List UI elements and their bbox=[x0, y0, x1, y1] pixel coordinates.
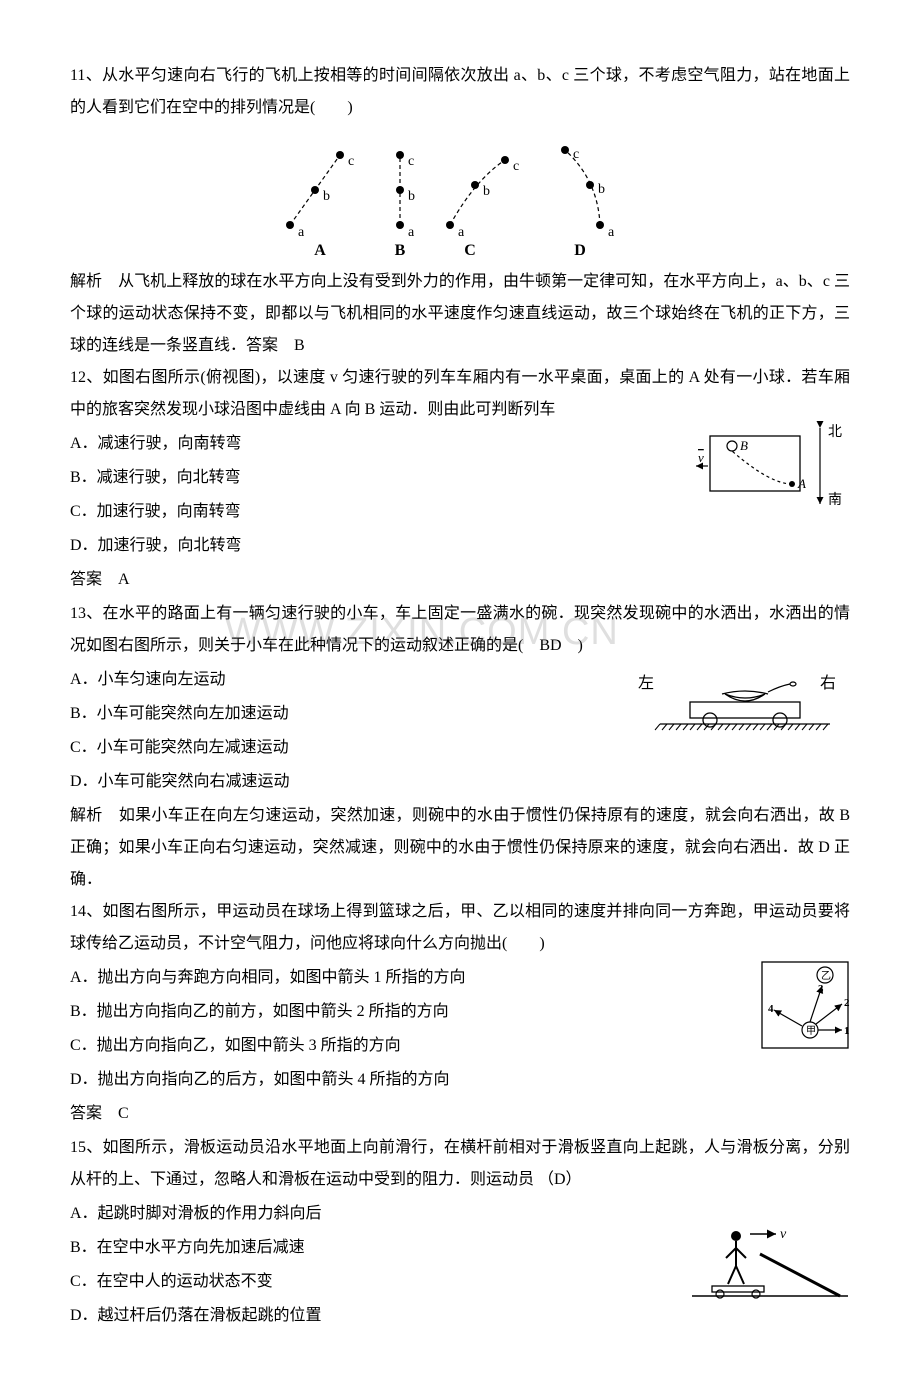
svg-text:B: B bbox=[395, 242, 406, 259]
svg-text:a: a bbox=[458, 225, 465, 240]
q11-explain: 解析 从飞机上释放的球在水平方向上没有受到外力的作用，由牛顿第一定律可知，在水平… bbox=[70, 266, 850, 362]
q12-optD: D．加速行驶，向北转弯 bbox=[70, 530, 850, 562]
svg-text:左: 左 bbox=[638, 674, 654, 692]
svg-text:v: v bbox=[698, 450, 704, 465]
svg-text:a: a bbox=[298, 225, 305, 240]
q14-stem: 14、如图右图所示，甲运动员在球场上得到篮球之后，甲、乙以相同的速度并排向同一方… bbox=[70, 896, 850, 960]
svg-text:A: A bbox=[314, 242, 326, 259]
svg-text:b: b bbox=[323, 189, 330, 204]
q14-ans: 答案 C bbox=[70, 1098, 850, 1130]
svg-text:北: 北 bbox=[828, 424, 842, 440]
svg-text:4: 4 bbox=[768, 1003, 774, 1015]
svg-text:c: c bbox=[573, 147, 579, 162]
svg-text:c: c bbox=[348, 154, 354, 169]
svg-text:右: 右 bbox=[820, 674, 836, 692]
svg-text:c: c bbox=[408, 154, 414, 169]
svg-text:C: C bbox=[464, 242, 476, 259]
q15-stem: 15、如图所示，滑板运动员沿水平地面上向前滑行，在横杆前相对于滑板竖直向上起跳，… bbox=[70, 1132, 850, 1196]
svg-text:c: c bbox=[513, 159, 519, 174]
q11-diagram: a b c Aa b c Ba b c Ca b c D bbox=[70, 130, 850, 260]
svg-text:a: a bbox=[608, 225, 615, 240]
svg-text:南: 南 bbox=[828, 492, 842, 508]
q11-stem: 11、从水平匀速向右飞行的飞机上按相等的时间间隔依次放出 a、b、c 三个球，不… bbox=[70, 60, 850, 124]
svg-text:D: D bbox=[574, 242, 586, 259]
svg-text:乙: 乙 bbox=[821, 970, 831, 982]
q13-optC: C．小车可能突然向左减速运动 bbox=[70, 732, 850, 764]
q12-stem: 12、如图右图所示(俯视图)，以速度 v 匀速行驶的列车车厢内有一水平桌面，桌面… bbox=[70, 362, 850, 426]
q15-diagram: v bbox=[690, 1196, 850, 1306]
q14-optD: D．抛出方向指向乙的后方，如图中箭头 4 所指的方向 bbox=[70, 1064, 850, 1096]
q13-diagram: 左右 bbox=[630, 662, 850, 732]
q14-diagram: 甲 乙 1 2 3 4 bbox=[760, 960, 850, 1050]
svg-text:1: 1 bbox=[844, 1025, 850, 1037]
q13-explain: 解析 如果小车正在向左匀速运动，突然加速，则碗中的水由于惯性仍保持原有的速度，就… bbox=[70, 800, 850, 896]
q14-optB: B．抛出方向指向乙的前方，如图中箭头 2 所指的方向 bbox=[70, 996, 850, 1028]
svg-text:2: 2 bbox=[844, 997, 850, 1009]
q12-diagram: A Bv 北南 bbox=[700, 426, 850, 506]
q14-optC: C．抛出方向指向乙，如图中箭头 3 所指的方向 bbox=[70, 1030, 850, 1062]
svg-text:b: b bbox=[408, 189, 415, 204]
svg-text:a: a bbox=[408, 225, 415, 240]
svg-text:v: v bbox=[780, 1227, 787, 1242]
svg-text:A: A bbox=[797, 476, 806, 491]
q12-ans: 答案 A bbox=[70, 564, 850, 596]
svg-text:b: b bbox=[598, 182, 605, 197]
q13-stem: 13、在水平的路面上有一辆匀速行驶的小车，车上固定一盛满水的碗．现突然发现碗中的… bbox=[70, 598, 850, 662]
svg-text:甲: 甲 bbox=[806, 1026, 816, 1037]
q13-optD: D．小车可能突然向右减速运动 bbox=[70, 766, 850, 798]
svg-text:3: 3 bbox=[818, 983, 824, 995]
svg-text:b: b bbox=[483, 184, 490, 199]
q14-optA: A．抛出方向与奔跑方向相同，如图中箭头 1 所指的方向 bbox=[70, 962, 850, 994]
svg-text:B: B bbox=[740, 438, 748, 453]
